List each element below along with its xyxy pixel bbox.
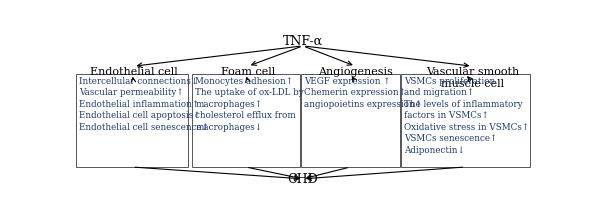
- Text: Vascular smooth
muscle cell: Vascular smooth muscle cell: [426, 67, 519, 89]
- Text: Angiogenesis: Angiogenesis: [318, 67, 393, 77]
- Text: Foam cell: Foam cell: [221, 67, 275, 77]
- Bar: [401, 74, 530, 167]
- Text: VSMCs proliferation
and migration↑
The levels of inflammatory
factors in VSMCs↑
: VSMCs proliferation and migration↑ The l…: [404, 77, 530, 155]
- Text: TNF-α: TNF-α: [283, 35, 323, 48]
- Text: Monocytes adhesion↑
The uptake of ox-LDL by
macrophages↑
cholesterol efflux from: Monocytes adhesion↑ The uptake of ox-LDL…: [195, 77, 304, 132]
- Text: Intercellular connections↓
Vascular permeability↑
Endothelial inflammation↑
Endo: Intercellular connections↓ Vascular perm…: [79, 77, 209, 132]
- Bar: [301, 74, 400, 167]
- Text: CHD: CHD: [287, 173, 319, 186]
- Text: VEGF expression ↑
Chemerin expression↑
angiopoietins expression↑: VEGF expression ↑ Chemerin expression↑ a…: [304, 77, 423, 109]
- Bar: [192, 74, 300, 167]
- Bar: [76, 74, 189, 167]
- Text: Endothelial cell: Endothelial cell: [90, 67, 177, 77]
